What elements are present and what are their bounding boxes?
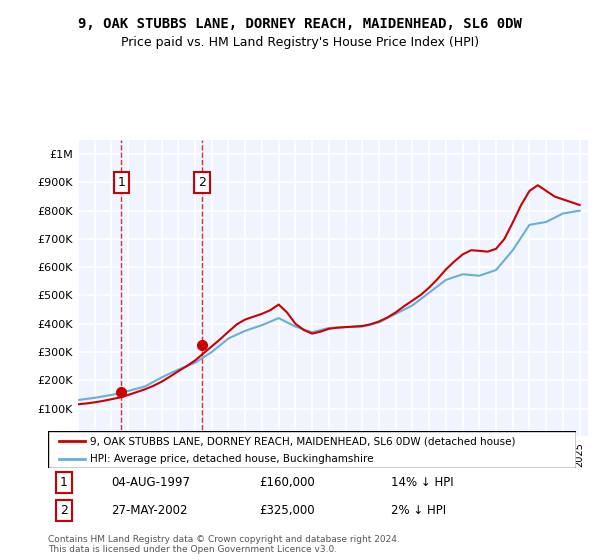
Text: £325,000: £325,000: [259, 504, 315, 517]
Text: Price paid vs. HM Land Registry's House Price Index (HPI): Price paid vs. HM Land Registry's House …: [121, 36, 479, 49]
Text: HPI: Average price, detached house, Buckinghamshire: HPI: Average price, detached house, Buck…: [90, 454, 374, 464]
Text: 27-MAY-2002: 27-MAY-2002: [112, 504, 188, 517]
Text: 14% ↓ HPI: 14% ↓ HPI: [391, 476, 454, 489]
Text: 1: 1: [60, 476, 68, 489]
Text: 2: 2: [198, 176, 206, 189]
FancyBboxPatch shape: [48, 431, 576, 468]
Text: 2: 2: [60, 504, 68, 517]
Text: 1: 1: [118, 176, 125, 189]
Text: 9, OAK STUBBS LANE, DORNEY REACH, MAIDENHEAD, SL6 0DW (detached house): 9, OAK STUBBS LANE, DORNEY REACH, MAIDEN…: [90, 436, 516, 446]
Text: 04-AUG-1997: 04-AUG-1997: [112, 476, 190, 489]
Text: Contains HM Land Registry data © Crown copyright and database right 2024.
This d: Contains HM Land Registry data © Crown c…: [48, 535, 400, 554]
Text: £160,000: £160,000: [259, 476, 315, 489]
Text: 9, OAK STUBBS LANE, DORNEY REACH, MAIDENHEAD, SL6 0DW: 9, OAK STUBBS LANE, DORNEY REACH, MAIDEN…: [78, 17, 522, 31]
Text: 2% ↓ HPI: 2% ↓ HPI: [391, 504, 446, 517]
